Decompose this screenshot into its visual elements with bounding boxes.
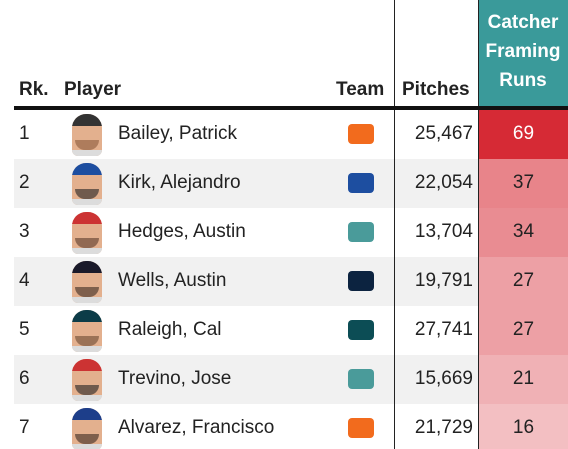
team-logo <box>348 320 374 340</box>
row-bg <box>395 159 478 208</box>
pitches: 15,669 <box>414 368 473 389</box>
photo-beard <box>75 140 99 150</box>
rank: 6 <box>19 368 30 389</box>
player-photo <box>72 359 102 401</box>
player-photo <box>72 408 102 449</box>
pitches: 13,704 <box>414 221 473 242</box>
header-rule <box>14 106 568 110</box>
player: Alvarez, Francisco <box>118 417 275 438</box>
player-photo <box>72 310 102 352</box>
player-photo <box>72 212 102 254</box>
rank: 1 <box>19 123 30 144</box>
team-logo <box>348 222 374 242</box>
runs-cell <box>479 159 568 208</box>
team-logo <box>348 124 374 144</box>
runs: 37 <box>512 172 535 193</box>
player-header: Player <box>64 79 122 100</box>
team-logo <box>348 418 374 438</box>
runs-cell <box>479 404 568 449</box>
photo-beard <box>75 336 99 346</box>
runs-cell <box>479 110 568 159</box>
photo-shirt <box>72 297 102 303</box>
runs: 69 <box>512 123 535 144</box>
photo-cap <box>72 310 102 322</box>
player: Raleigh, Cal <box>118 319 222 340</box>
runs: 27 <box>512 270 535 291</box>
photo-shirt <box>72 199 102 205</box>
rank: 4 <box>19 270 30 291</box>
photo-cap <box>72 408 102 420</box>
player-photo <box>72 163 102 205</box>
row-bg <box>395 257 478 306</box>
rank: 5 <box>19 319 30 340</box>
runs: 21 <box>512 368 535 389</box>
photo-cap <box>72 114 102 126</box>
player: Hedges, Austin <box>118 221 246 242</box>
rank: 2 <box>19 172 30 193</box>
runs: 34 <box>512 221 535 242</box>
photo-shirt <box>72 346 102 352</box>
pitches: 27,741 <box>414 319 473 340</box>
runs: 16 <box>512 417 535 438</box>
photo-beard <box>75 189 99 199</box>
photo-shirt <box>72 248 102 254</box>
team-logo <box>348 173 374 193</box>
runs-cell <box>479 306 568 355</box>
column-divider <box>394 0 395 449</box>
rank: 3 <box>19 221 30 242</box>
photo-beard <box>75 238 99 248</box>
pitches: 25,467 <box>414 123 473 144</box>
photo-cap <box>72 359 102 371</box>
photo-cap <box>72 212 102 224</box>
column-divider <box>478 0 479 449</box>
runs-header-bg <box>478 0 568 108</box>
photo-shirt <box>72 395 102 401</box>
photo-beard <box>75 385 99 395</box>
runs-cell <box>479 257 568 306</box>
runs-header: Catcher Framing Runs <box>485 12 561 91</box>
player: Trevino, Jose <box>118 368 232 389</box>
photo-shirt <box>72 444 102 449</box>
runs-cell <box>479 208 568 257</box>
pitches: 21,729 <box>414 417 473 438</box>
rank: 7 <box>19 417 30 438</box>
pitches: 22,054 <box>414 172 473 193</box>
photo-beard <box>75 287 99 297</box>
team-logo <box>348 271 374 291</box>
player-photo <box>72 261 102 303</box>
photo-shirt <box>72 150 102 156</box>
pitches: 19,791 <box>414 270 473 291</box>
row-bg <box>395 355 478 404</box>
team-logo <box>348 369 374 389</box>
pitches-header: Pitches <box>402 79 470 100</box>
runs-cell <box>479 355 568 404</box>
photo-cap <box>72 261 102 273</box>
team-header: Team <box>336 79 385 100</box>
photo-cap <box>72 163 102 175</box>
player: Kirk, Alejandro <box>118 172 241 193</box>
photo-beard <box>75 434 99 444</box>
player: Bailey, Patrick <box>118 123 237 144</box>
player: Wells, Austin <box>118 270 227 291</box>
runs: 27 <box>512 319 535 340</box>
player-photo <box>72 114 102 156</box>
rank-header: Rk. <box>19 79 49 100</box>
